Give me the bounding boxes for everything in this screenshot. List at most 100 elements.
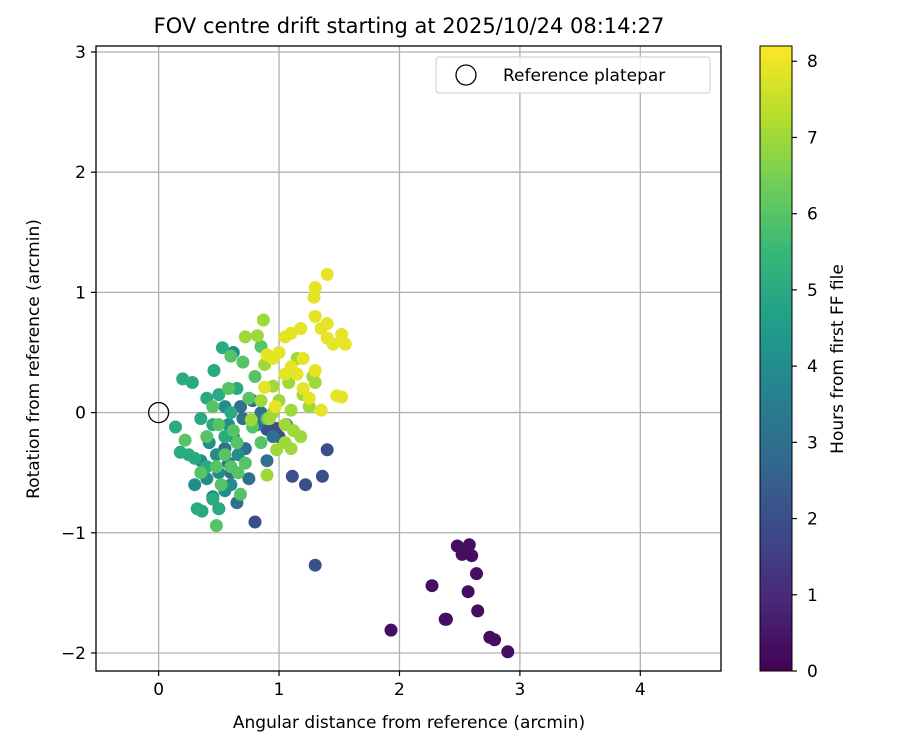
- data-point: [173, 445, 187, 459]
- x-tick-label: 2: [394, 680, 405, 700]
- data-point: [215, 341, 229, 355]
- data-point: [278, 367, 292, 381]
- plot-frame: [95, 45, 722, 672]
- data-point: [212, 418, 226, 432]
- colorbar: 0 1 2 3 4 5 6 7 8 Hours from first FF file: [759, 45, 848, 682]
- data-point: [242, 391, 256, 405]
- data-point: [224, 460, 238, 474]
- data-point: [278, 436, 292, 450]
- y-tick-label: 3: [75, 43, 86, 63]
- data-point: [238, 330, 252, 344]
- colorbar-ticks: 0 1 2 3 4 5 6 7 8: [792, 52, 818, 682]
- data-point: [287, 424, 300, 438]
- reference-point: [147, 401, 170, 424]
- data-point: [224, 478, 238, 492]
- data-point: [234, 487, 247, 501]
- colorbar-tick-label: 3: [807, 433, 818, 453]
- data-point: [222, 382, 235, 395]
- data-point: [244, 413, 258, 427]
- data-point: [302, 391, 316, 405]
- data-point: [314, 403, 328, 417]
- data-point: [230, 436, 244, 450]
- data-point: [195, 504, 209, 518]
- data-point: [256, 313, 270, 327]
- y-tick-label: −1: [61, 524, 86, 544]
- data-point: [461, 585, 475, 599]
- data-point: [218, 448, 232, 462]
- data-point: [188, 478, 202, 492]
- data-point: [296, 352, 310, 365]
- colorbar-tick-label: 0: [807, 662, 818, 682]
- legend-box: [435, 56, 711, 94]
- data-point: [258, 380, 272, 394]
- data-point: [194, 466, 208, 480]
- data-point: [214, 478, 228, 492]
- data-point: [248, 370, 262, 383]
- data-point: [209, 460, 223, 474]
- colorbar-label: Hours from first FF file: [828, 264, 848, 454]
- colorbar-tick-label: 6: [807, 205, 818, 225]
- data-point: [459, 544, 473, 558]
- data-point: [266, 430, 280, 444]
- data-point: [185, 376, 199, 389]
- colorbar-tick-label: 4: [807, 357, 818, 377]
- data-point: [212, 502, 226, 516]
- data-point: [238, 456, 252, 470]
- y-tick-label: −2: [61, 644, 86, 664]
- data-point: [308, 309, 322, 323]
- data-point: [169, 420, 182, 434]
- y-tick-label: 0: [75, 404, 86, 424]
- data-point: [335, 390, 349, 404]
- y-axis-label: Rotation from reference (arcmin): [24, 219, 44, 499]
- x-tick-label: 1: [274, 680, 285, 700]
- data-point: [308, 281, 322, 295]
- data-point: [299, 478, 312, 492]
- legend-marker-circle: [455, 64, 477, 86]
- data-point: [285, 469, 299, 483]
- y-tick-label: 2: [75, 163, 86, 183]
- data-point: [308, 558, 322, 572]
- data-point: [207, 364, 221, 377]
- data-point: [294, 322, 308, 335]
- data-point: [308, 376, 322, 389]
- data-point: [320, 443, 334, 457]
- x-tick-label: 0: [153, 680, 164, 700]
- data-point: [178, 433, 192, 447]
- colorbar-tick-label: 8: [807, 52, 818, 72]
- data-point: [488, 633, 502, 647]
- data-point: [250, 329, 264, 343]
- data-point: [206, 400, 220, 414]
- data-point: [226, 424, 240, 438]
- data-points: [169, 267, 515, 659]
- data-point: [384, 623, 398, 637]
- data-point: [254, 436, 268, 450]
- data-point: [320, 331, 334, 345]
- data-point: [270, 443, 284, 457]
- x-axis-label: Angular distance from reference (arcmin): [233, 713, 585, 733]
- data-point: [320, 267, 334, 281]
- data-point: [260, 454, 274, 468]
- data-point: [266, 352, 280, 365]
- data-point: [439, 612, 453, 626]
- data-point: [224, 406, 238, 420]
- chart-title: FOV centre drift starting at 2025/10/24 …: [154, 14, 665, 38]
- data-point: [315, 469, 329, 483]
- y-axis-ticks: −2 −1 0 1 2 3: [61, 43, 96, 664]
- data-point: [209, 519, 223, 533]
- x-tick-label: 3: [514, 680, 525, 700]
- legend: Reference platepar: [435, 56, 711, 94]
- data-point: [296, 382, 310, 395]
- data-point: [234, 400, 247, 414]
- data-point: [284, 403, 298, 417]
- x-tick-label: 4: [635, 680, 646, 700]
- data-point: [471, 604, 485, 618]
- colorbar-gradient: [759, 45, 793, 672]
- x-axis-ticks: 0 1 2 3 4: [153, 671, 646, 700]
- data-point: [224, 349, 238, 363]
- data-point: [248, 515, 262, 529]
- data-point: [254, 394, 268, 408]
- data-point: [308, 364, 322, 377]
- data-point: [206, 492, 220, 506]
- data-point: [501, 645, 515, 659]
